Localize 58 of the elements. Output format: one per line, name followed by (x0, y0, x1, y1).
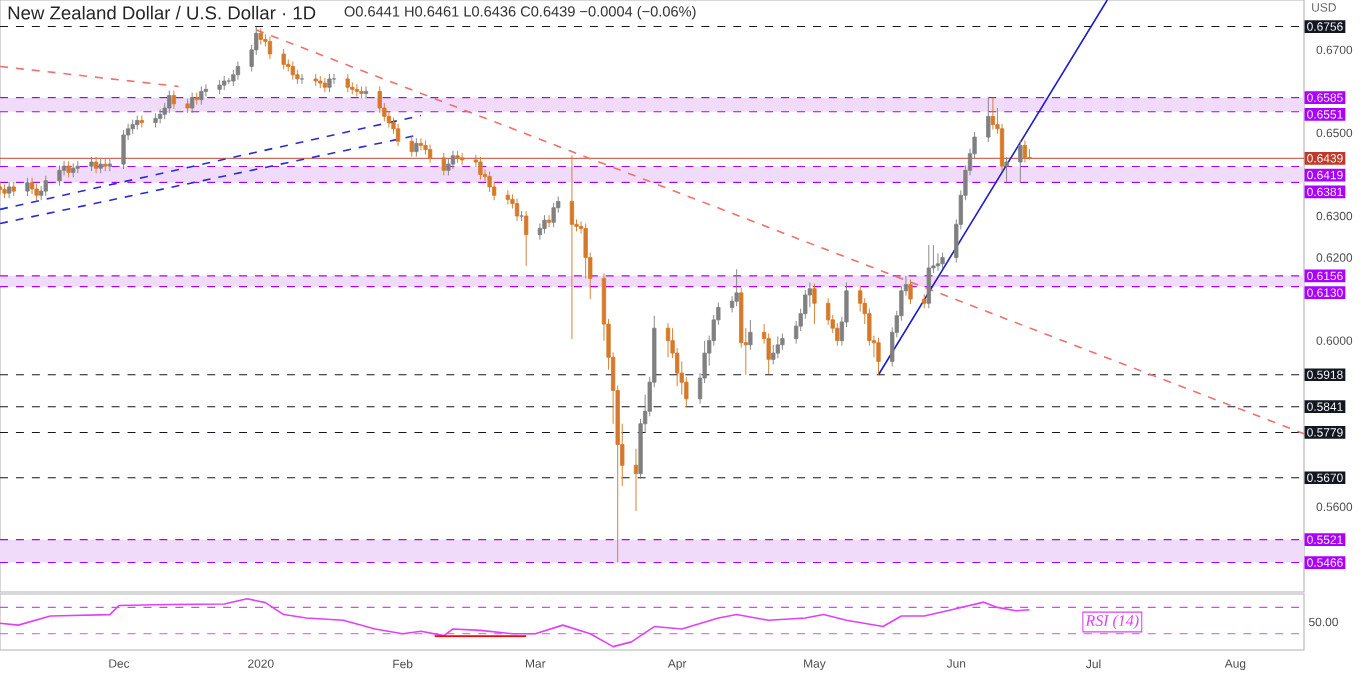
chart-title: New Zealand Dollar / U.S. Dollar · 1D (8, 5, 316, 20)
candlestick (1027, 148, 1032, 160)
candlestick (267, 36, 273, 60)
candlestick (57, 164, 62, 187)
candlestick (926, 244, 931, 309)
candlestick (345, 73, 350, 93)
candlestick (748, 319, 753, 351)
candlestick (505, 189, 511, 205)
candlestick (43, 175, 48, 197)
candlestick (395, 123, 401, 147)
candlestick (7, 181, 12, 199)
candlestick (190, 92, 195, 114)
candlestick (199, 85, 204, 106)
candlestick (29, 177, 35, 195)
candlestick (167, 90, 172, 114)
candlestick (414, 137, 419, 158)
candlestick (771, 344, 776, 365)
candlestick (386, 110, 392, 128)
candlestick (775, 336, 780, 359)
candlestick (986, 97, 991, 143)
candlestick (290, 61, 295, 81)
candlestick (409, 135, 414, 158)
candlestick (665, 322, 671, 358)
candlestick (551, 202, 556, 228)
candlestick (299, 73, 305, 85)
candlestick (908, 279, 913, 305)
candlestick (826, 297, 831, 326)
candlestick (1018, 139, 1023, 183)
candlestick (418, 137, 424, 151)
candlestick (121, 129, 126, 170)
candlestick (327, 73, 332, 93)
candlestick (25, 177, 30, 197)
candlestick (546, 214, 552, 228)
candlestick (524, 210, 529, 267)
candlestick (990, 97, 996, 131)
candlestick (441, 152, 446, 176)
candlestick (487, 171, 492, 193)
candlestick (835, 322, 840, 347)
candlestick (542, 214, 547, 234)
candlestick (812, 283, 817, 325)
candlestick (331, 73, 337, 85)
candlestick (478, 156, 483, 180)
candlestick (281, 48, 286, 70)
candlestick (1004, 156, 1009, 183)
candlestick (1022, 139, 1028, 163)
candlestick (633, 448, 639, 512)
candlestick (203, 83, 209, 97)
candlestick (734, 268, 739, 307)
candlestick (537, 223, 543, 241)
candlestick (139, 115, 144, 128)
candlestick (235, 61, 241, 81)
candlestick (427, 144, 433, 164)
candlestick (158, 108, 163, 124)
candlestick (322, 77, 327, 93)
candlestick (876, 337, 881, 376)
candlestick (377, 85, 382, 114)
candlestick (514, 198, 520, 222)
candlestick (171, 90, 176, 110)
